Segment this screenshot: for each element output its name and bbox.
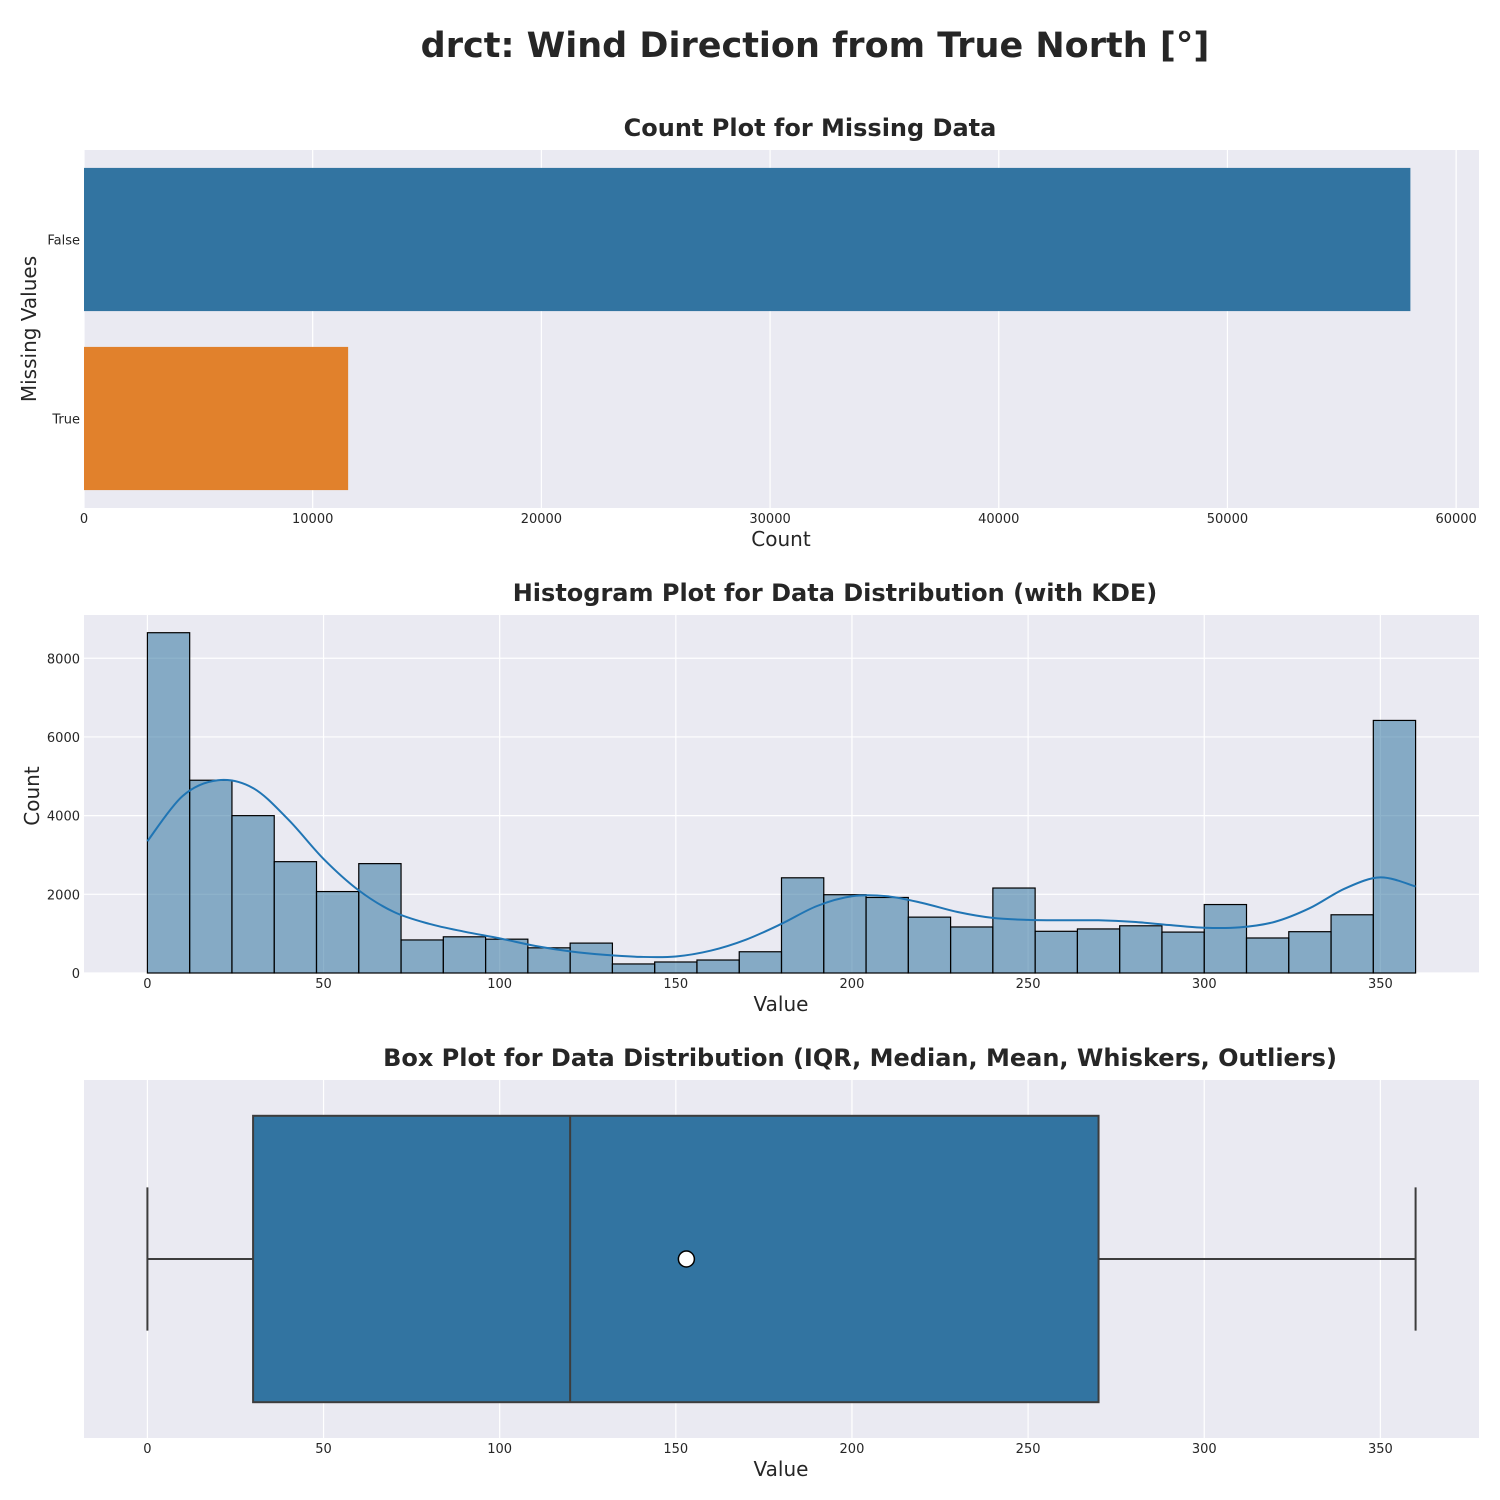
hist-bar [1288,931,1332,974]
histogram-kde-line [146,778,1416,959]
box-plot: Box Plot for Data Distribution (IQR, Med… [84,1044,1479,1481]
box-x-tick-label: 100 [487,1442,512,1457]
hist-bar [1161,931,1205,974]
count-plot-y-ticks: False True [47,234,80,428]
hist-bar [315,890,360,974]
count-x-tick-label: 40000 [978,512,1019,527]
box-plot-title: Box Plot for Data Distribution (IQR, Med… [383,1044,1337,1072]
box-mean-marker [677,1250,696,1268]
histogram-y-label: Count [20,766,44,826]
hist-bar [527,947,571,974]
hist-x-tick-label: 200 [840,977,865,992]
count-plot: Count Plot for Missing Data 0 10000 20000 3… [17,114,1479,551]
hist-bar [1203,903,1248,974]
count-plot-x-ticks: 0 10000 20000 30000 40000 50000 60000 [80,512,1477,527]
hist-bar [1330,914,1374,974]
hist-bar [907,916,952,974]
histogram-x-label: Value [754,992,809,1016]
count-bar-true [84,346,349,491]
hist-bar [1034,930,1079,974]
hist-bar [992,887,1036,974]
hist-bar [358,863,402,974]
box-x-tick-label: 250 [1016,1442,1041,1457]
box-x-tick-label: 150 [663,1442,688,1457]
count-x-tick-label: 30000 [749,512,790,527]
histogram-title: Histogram Plot for Data Distribution (wi… [513,579,1158,607]
hist-x-tick-label: 250 [1016,977,1041,992]
count-y-tick-label: True [51,413,80,428]
hist-bar [1372,719,1417,974]
box-x-tick-label: 50 [315,1442,332,1457]
hist-x-tick-label: 300 [1192,977,1217,992]
hist-bar [1245,937,1290,974]
hist-bar [949,926,994,974]
hist-x-tick-label: 350 [1368,977,1393,992]
count-y-tick-label: False [47,234,80,249]
count-plot-y-label: Missing Values [17,256,41,402]
box-x-tick-label: 300 [1192,1442,1217,1457]
hist-x-tick-label: 100 [487,977,512,992]
count-plot-bars [84,167,1411,491]
hist-bar [780,877,825,974]
hist-bar [696,959,740,974]
histogram-y-ticks: 0 2000 4000 6000 8000 [47,652,80,982]
hist-y-tick-label: 2000 [47,888,80,903]
hist-bar [442,936,487,974]
box-x-tick-label: 350 [1368,1442,1393,1457]
box-plot-x-label: Value [754,1457,809,1481]
hist-bar [231,815,275,974]
count-plot-x-label: Count [751,527,811,551]
hist-bar [189,779,233,974]
figure-title: drct: Wind Direction from True North [°] [421,26,1210,66]
hist-y-tick-label: 0 [72,967,80,982]
hist-bar [400,939,444,974]
count-plot-title: Count Plot for Missing Data [624,114,997,142]
hist-x-tick-label: 0 [143,977,151,992]
hist-x-tick-label: 50 [315,977,332,992]
hist-bar [654,961,698,974]
hist-y-tick-label: 8000 [47,652,80,667]
hist-bar [865,896,909,974]
hist-y-tick-label: 4000 [47,810,80,825]
box-x-tick-label: 200 [840,1442,865,1457]
count-x-tick-label: 60000 [1435,512,1476,527]
histogram-plot: Histogram Plot for Data Distribution (wi… [20,579,1479,1016]
box-x-tick-label: 0 [143,1442,151,1457]
count-x-tick-label: 0 [80,512,88,527]
box-iqr [252,1114,1100,1404]
histogram-x-ticks: 0 50 100 150 200 250 300 350 [143,977,1393,992]
hist-y-tick-label: 6000 [47,731,80,746]
hist-bar [569,942,614,974]
count-x-tick-label: 10000 [292,512,333,527]
hist-bar [738,951,783,974]
hist-x-tick-label: 150 [663,977,688,992]
hist-bar [484,938,529,974]
hist-bar [611,963,656,974]
hist-bar [146,632,191,974]
hist-bar [1076,928,1121,974]
count-x-tick-label: 50000 [1207,512,1248,527]
hist-bar [273,861,318,974]
box-plot-marks [146,1114,1417,1404]
box-plot-x-ticks: 0 50 100 150 200 250 300 350 [143,1442,1393,1457]
count-bar-false [84,167,1411,312]
hist-bar [823,894,867,974]
count-x-tick-label: 20000 [521,512,562,527]
hist-bar [1119,925,1163,974]
histogram-bars [146,632,1417,974]
